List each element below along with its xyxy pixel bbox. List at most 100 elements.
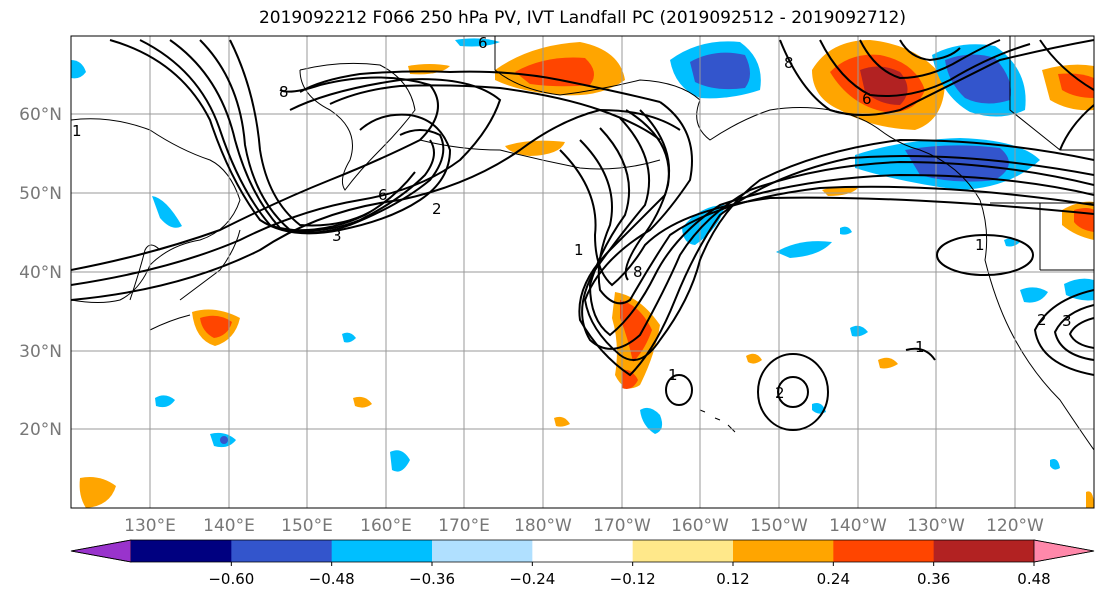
colorbar-segment [231, 540, 333, 562]
ivt-contours [71, 39, 1094, 431]
lat-label: 60°N [19, 105, 62, 125]
colorbar-segments [70, 539, 1095, 563]
colorbar-segment [933, 540, 1035, 562]
lon-label: 130°E [124, 516, 176, 536]
shade-cp-orange [505, 140, 565, 156]
contour-c-6 [559, 149, 1094, 287]
coastlines [71, 36, 1094, 451]
contour-label: 6 [378, 186, 388, 204]
contour-w-7 [229, 39, 371, 227]
lat-label: 20°N [19, 420, 62, 440]
colorbar-segment [131, 540, 232, 562]
shade-streamer-tail [622, 369, 638, 389]
lon-labels: 130°E 140°E 150°E 160°E 170°E 180°W 170°… [124, 516, 1044, 536]
colorbar-tick-label: −0.36 [409, 570, 455, 588]
contour-c-2 [578, 109, 1094, 377]
coast-canada-interior [1009, 36, 1094, 151]
shade-blob-11 [840, 226, 852, 235]
contour-label: 3 [332, 227, 342, 245]
shade-fr-warm-core [1058, 73, 1094, 98]
shade-hawaii-blue [640, 407, 663, 434]
lat-label: 50°N [19, 184, 62, 204]
contour-label: 8 [784, 54, 794, 72]
contour-c-5 [579, 139, 1094, 305]
contour-w-10 [329, 84, 661, 141]
contour-label: 1 [668, 366, 678, 384]
lon-label: 140°E [203, 516, 255, 536]
contour-label: 1 [915, 338, 925, 356]
colorbar-tick-label: −0.12 [610, 570, 656, 588]
colorbar-extend-low [70, 539, 132, 563]
shade-blob-14 [71, 60, 86, 79]
contour-w-6 [199, 39, 416, 232]
colorbar-tick-label: −0.60 [208, 570, 254, 588]
shade-blob-16 [1086, 491, 1094, 508]
colorbar-ticks: −0.60 −0.48 −0.36 −0.24 −0.12 0.12 0.24 0.36 0.4… [208, 562, 1051, 588]
contour-label: 8 [279, 83, 289, 101]
contour-label: 6 [862, 90, 872, 108]
colorbar-segment [532, 540, 634, 562]
contour-ne-2 [819, 39, 1031, 97]
contour-label: 1 [72, 122, 82, 140]
lon-label: 170°E [438, 516, 490, 536]
coast-korea [129, 244, 161, 301]
shade-blob-10 [1050, 459, 1060, 470]
contour-label: 1 [975, 236, 985, 254]
contour-label: 2 [775, 384, 785, 402]
shade-blob-13 [152, 196, 182, 228]
colorbar-tick-label: −0.48 [309, 570, 355, 588]
contour-label: 3 [1062, 312, 1072, 330]
shade-blob-2-core [220, 436, 228, 444]
shade-blob-9 [554, 416, 570, 427]
contour-w-9 [299, 70, 661, 103]
colorbar-segment [833, 540, 935, 562]
colorbar-segment [432, 540, 533, 562]
colorbar-tick-label: 0.48 [1017, 570, 1050, 588]
contour-w-4 [139, 39, 445, 234]
lon-label: 150°W [750, 516, 808, 536]
colorbar-tick-label: 0.12 [716, 570, 749, 588]
contour-ne-5 [1039, 39, 1094, 91]
contour-closed-se [1033, 289, 1094, 376]
shade-blob-15 [79, 477, 116, 508]
lat-label: 40°N [19, 263, 62, 283]
lon-label: 170°W [593, 516, 651, 536]
shade-mid-orange [822, 186, 858, 196]
contour-closed-sw [757, 353, 829, 431]
contour-closed-se-3 [1068, 317, 1094, 349]
contour-label: 6 [478, 34, 488, 52]
colorbar-extend-high [1033, 539, 1095, 563]
shade-blob-7 [878, 357, 898, 369]
contour-label: 2 [432, 200, 442, 218]
contour-label: 1 [574, 241, 584, 259]
shade-bering-core [515, 57, 594, 87]
lon-label: 160°W [671, 516, 729, 536]
pv-anomaly-shading [71, 38, 1094, 508]
contour-small-hook [905, 347, 936, 361]
shade-blob-6 [746, 353, 762, 364]
shade-top-blue [455, 38, 500, 47]
shade-blob-1 [155, 395, 175, 408]
shade-bc-blue-core [945, 54, 1011, 104]
colorbar-segment [331, 540, 433, 562]
lon-label: 180°W [514, 516, 572, 536]
shade-blob-3 [390, 450, 410, 472]
coast-aleutians [419, 139, 661, 170]
colorbar-segment [632, 540, 734, 562]
contour-closed-east [936, 234, 1034, 276]
shade-mid-blue-2 [1020, 287, 1048, 303]
colorbar-outline [70, 539, 1095, 563]
lat-labels: 60°N 50°N 40°N 30°N 20°N [19, 105, 62, 440]
contour-c-4 [588, 127, 1094, 337]
shade-blob-4 [353, 396, 372, 408]
lon-label: 140°W [829, 516, 887, 536]
lon-label: 160°E [360, 516, 412, 536]
lon-label: 120°W [986, 516, 1044, 536]
contour-ne-6 [1059, 104, 1094, 151]
colorbar-tick-label: −0.24 [509, 570, 555, 588]
contour-w-3 [109, 39, 452, 235]
shade-japan-core [200, 315, 232, 338]
contour-w-2 [71, 78, 502, 286]
map-frame [70, 35, 1095, 509]
